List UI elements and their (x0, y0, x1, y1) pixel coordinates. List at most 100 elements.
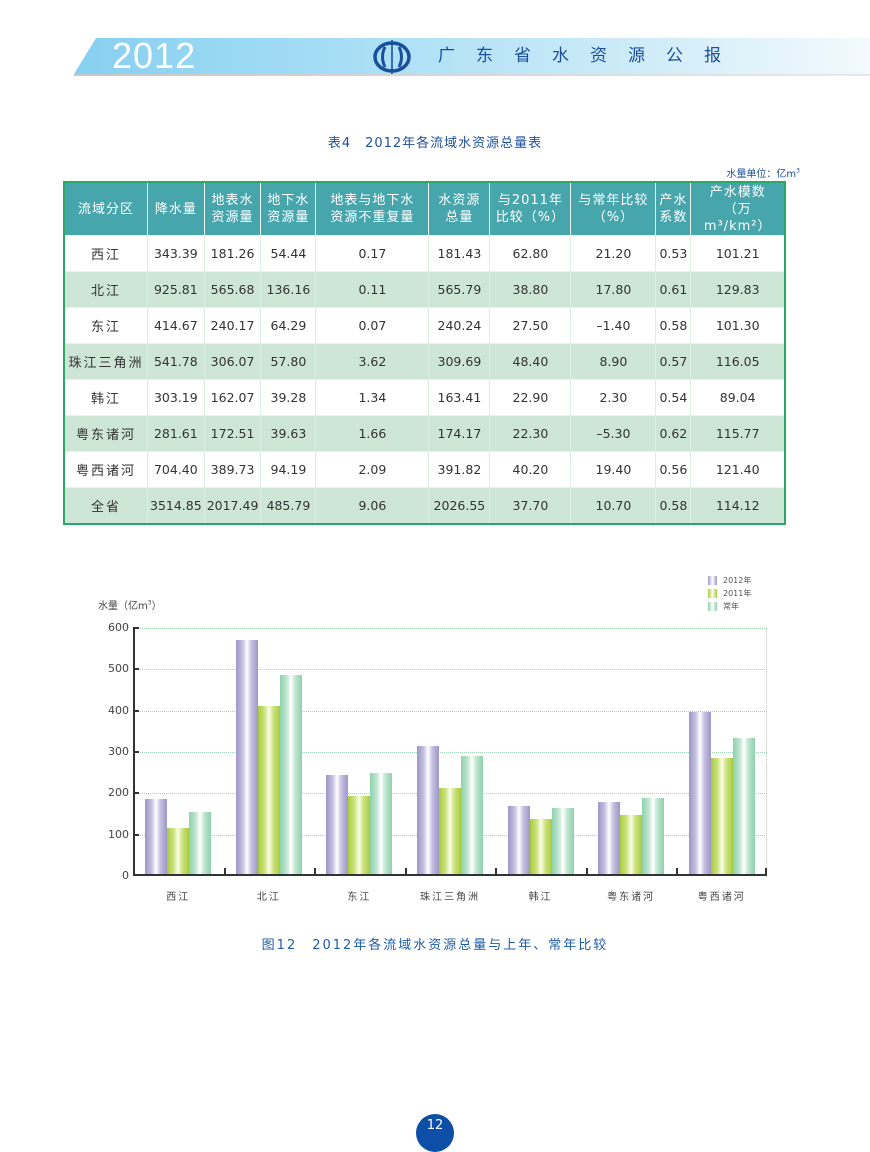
value-cell: 303.19 (147, 379, 205, 416)
value-cell: 565.79 (428, 271, 491, 308)
table-row: 北江 925.81 565.68 136.16 0.11 565.79 38.80 17.80… (64, 271, 786, 308)
x-axis (133, 874, 767, 876)
value-cell: 181.43 (428, 235, 491, 272)
region-cell: 韩江 (64, 379, 148, 416)
x-tick (676, 868, 679, 876)
value-cell: 309.69 (428, 343, 491, 380)
header-text: 与常年比较 (578, 193, 649, 208)
value-cell: 3.62 (315, 343, 430, 380)
value-cell: 2.30 (570, 379, 657, 416)
value-cell: 136.16 (260, 271, 317, 308)
header-cell: 降水量 (147, 182, 205, 236)
value-cell: 162.07 (204, 379, 262, 416)
header-cell: 与2011年 比较（%） (489, 182, 572, 236)
x-category-label: 粤东诸河 (607, 892, 656, 903)
x-category-label: 东江 (347, 892, 372, 903)
header-cell: 流域分区 (64, 182, 148, 236)
value-cell: 306.07 (204, 343, 262, 380)
bar-2012年 (145, 799, 168, 874)
value-cell: 101.30 (690, 307, 786, 344)
header-cell: 地表与地下水 资源不重复量 (315, 182, 430, 236)
bar-2011年 (348, 796, 371, 874)
value-cell: 391.82 (428, 451, 491, 488)
legend-label: 2012年 (723, 576, 752, 585)
value-cell: 39.28 (260, 379, 317, 416)
x-category-label: 韩江 (528, 892, 553, 903)
value-cell: –5.30 (570, 415, 657, 452)
table-row: 粤东诸河 281.61 172.51 39.63 1.66 174.17 22.30 –5.3… (64, 415, 786, 452)
legend-item-normal: 常年 (708, 600, 751, 613)
water-resources-table: 流域分区 降水量 地表水 资源量 地下水 资源量 地表与地下水 资源不重复量 水资源总… (63, 181, 786, 525)
x-tick (314, 868, 317, 876)
chart-legend: 2012年 2011年 常年 (708, 574, 751, 613)
bar-2011年 (710, 758, 733, 874)
value-cell: 0.07 (315, 307, 430, 344)
header-cell: 水资源 总量 (428, 182, 491, 236)
header-text: 比较（%） (495, 210, 566, 225)
y-axis-label-text: 水量（亿m (98, 601, 148, 612)
legend-swatch-icon (708, 589, 717, 598)
value-cell: 64.29 (260, 307, 317, 344)
table-row: 全省 3514.85 2017.49 485.79 9.06 2026.55 37.70 10… (64, 487, 786, 524)
header-text: 与2011年 (497, 193, 563, 208)
value-cell: 54.44 (260, 235, 317, 272)
legend-item-2011: 2011年 (708, 587, 751, 600)
region-cell: 珠江三角洲 (64, 343, 148, 380)
value-cell: 0.57 (655, 343, 692, 380)
value-cell: 1.66 (315, 415, 430, 452)
x-tick (585, 868, 588, 876)
header-cell: 地表水 资源量 (204, 182, 262, 236)
y-tick (133, 792, 139, 795)
header-cell: 产水模数 （万m³/km²） (690, 182, 786, 236)
header-text: 地表与地下水 (330, 193, 415, 208)
value-cell: 485.79 (260, 487, 317, 524)
x-category-label: 北江 (256, 892, 281, 903)
legend-label: 2011年 (723, 589, 752, 598)
value-cell: 101.21 (690, 235, 786, 272)
bar-2011年 (439, 787, 461, 874)
legend-swatch-icon (708, 602, 717, 611)
header-text: 地下水 (267, 193, 310, 208)
x-category-label: 珠江三角洲 (420, 892, 480, 903)
value-cell: 565.68 (204, 271, 262, 308)
value-cell: 181.26 (204, 235, 262, 272)
y-tick (133, 751, 139, 753)
bar-常年 (732, 738, 755, 874)
value-cell: 10.70 (570, 487, 657, 524)
value-cell: 2017.49 (204, 487, 262, 524)
y-tick (133, 627, 139, 629)
region-cell: 北江 (64, 271, 148, 308)
header-cell: 产水 系数 (655, 182, 692, 236)
bar-2012年 (326, 774, 349, 874)
region-cell: 东江 (64, 307, 148, 344)
y-tick-label: 100 (108, 827, 129, 841)
table-row: 东江 414.67 240.17 64.29 0.07 240.24 27.50 –1.40 0… (64, 307, 786, 344)
publication-title: 广东省水资源公报 (438, 46, 742, 66)
y-tick (133, 709, 139, 712)
bar-常年 (461, 756, 483, 874)
value-cell: 281.61 (147, 415, 205, 452)
value-cell: 129.83 (690, 271, 786, 308)
value-cell: 89.04 (690, 379, 786, 416)
y-tick-label: 500 (108, 662, 129, 676)
header-text: 资源量 (211, 210, 254, 225)
value-cell: 48.40 (489, 343, 572, 380)
value-cell: 27.50 (489, 307, 572, 344)
table-row: 粤西诸河 704.40 389.73 94.19 2.09 391.82 40.20 19.4… (64, 451, 786, 488)
value-cell: 22.30 (489, 415, 572, 452)
header-cell: 与常年比较 （%） (570, 182, 657, 236)
region-cell: 全省 (64, 487, 148, 524)
bar-2012年 (235, 640, 258, 874)
x-category-label: 粤西诸河 (697, 892, 746, 903)
value-cell: 343.39 (147, 235, 205, 272)
bar-2011年 (167, 827, 190, 874)
value-cell: 121.40 (690, 451, 786, 488)
region-cell: 粤东诸河 (64, 415, 148, 452)
bar-常年 (551, 808, 574, 874)
y-axis-label-sup: 3 (147, 599, 152, 607)
bar-chart: 2012年 2011年 常年 水量（亿m3） 0 100 200 300 400 500 6… (0, 560, 870, 920)
header-banner-shadow (74, 74, 870, 76)
value-cell: 0.17 (315, 235, 430, 272)
bar-常年 (189, 812, 212, 874)
unit-note-sup: 3 (796, 167, 800, 175)
